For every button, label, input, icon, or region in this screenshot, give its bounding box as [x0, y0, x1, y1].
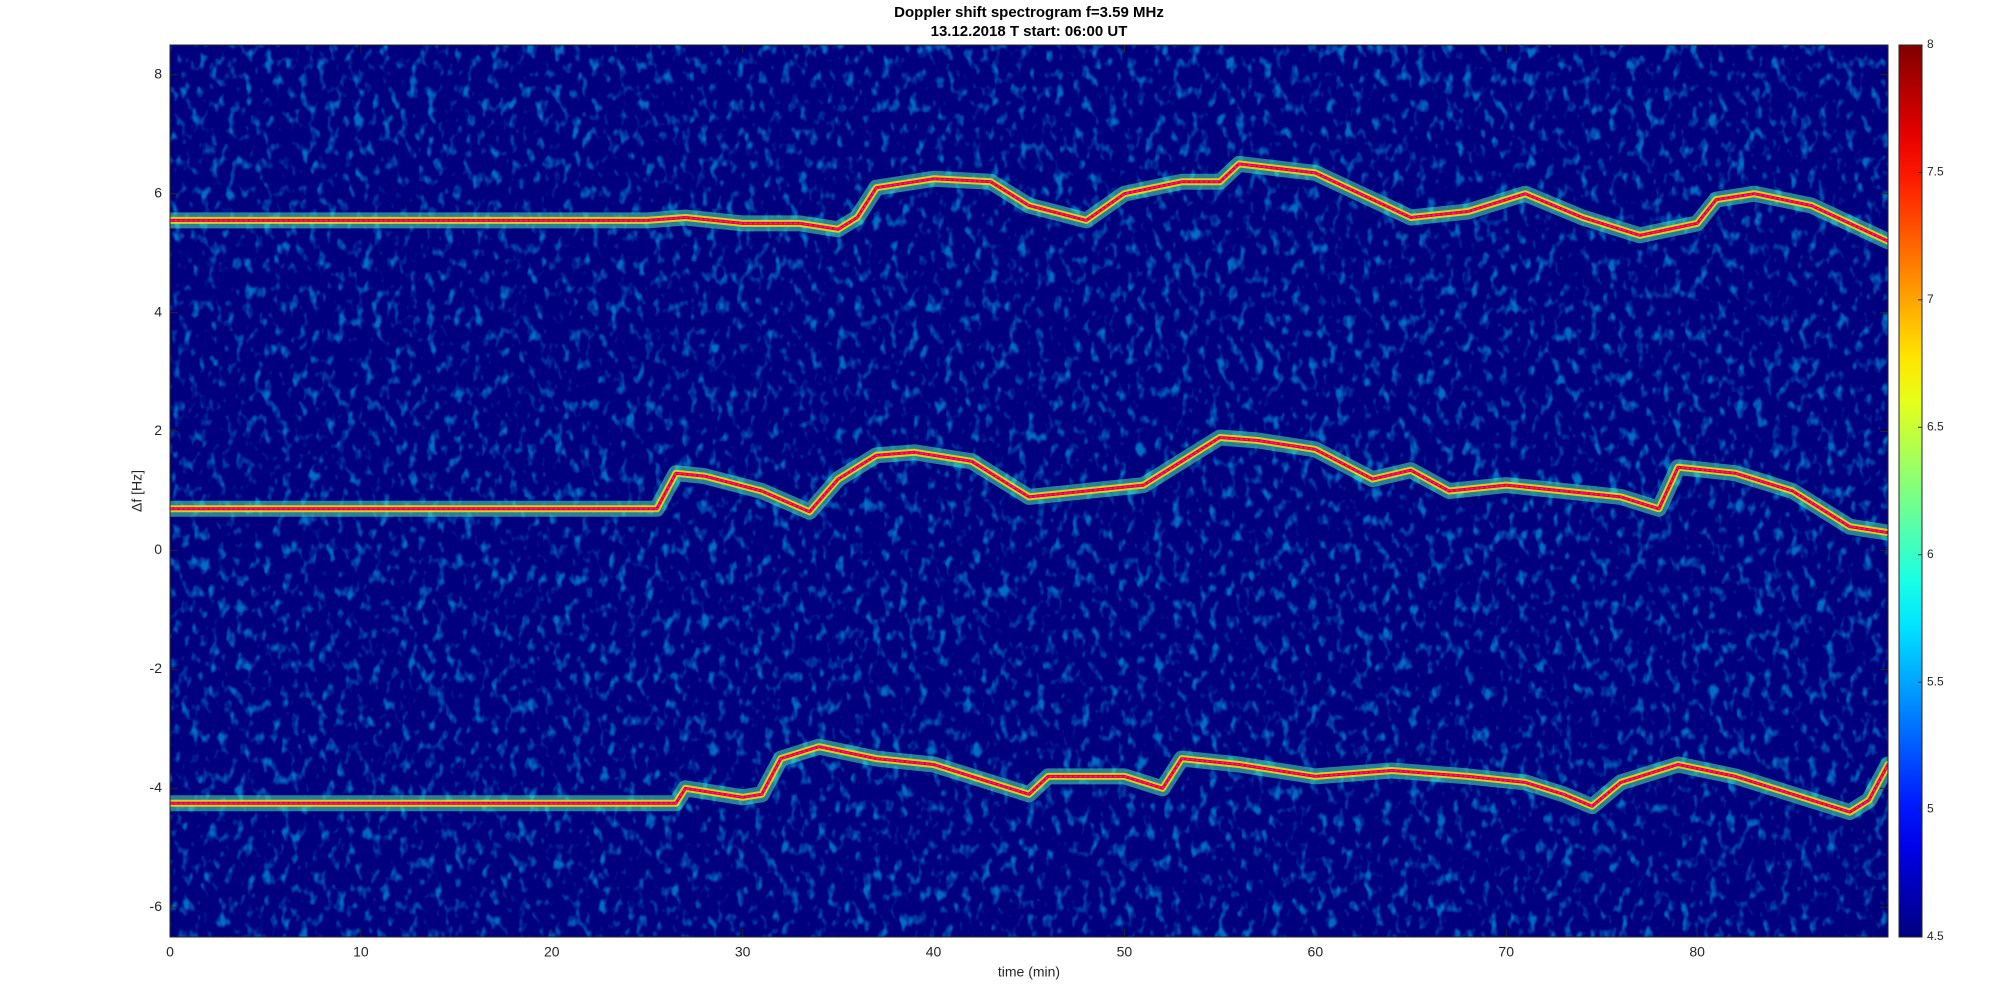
chart-subtitle: 13.12.2018 T start: 06:00 UT [931, 23, 1128, 40]
x-tick-label: 70 [1498, 944, 1514, 960]
trace-line [170, 436, 1888, 534]
colorbar-tick-label: 4.5 [1927, 929, 1944, 943]
colorbar-tick-label: 6.5 [1927, 419, 1944, 433]
colorbar-tick-label: 5 [1927, 802, 1934, 816]
chart-title: Doppler shift spectrogram f=3.59 MHz [894, 4, 1164, 21]
y-tick-label: 6 [154, 184, 162, 200]
y-tick-label: 2 [154, 422, 162, 438]
colorbar-tick-label: 6 [1927, 547, 1934, 561]
y-tick-label: -2 [150, 660, 163, 676]
colorbar-tick-label: 5.5 [1927, 674, 1944, 688]
x-tick-label: 80 [1689, 944, 1705, 960]
colorbar-tick-label: 7 [1927, 292, 1934, 306]
y-axis-label: Δf [Hz] [129, 470, 145, 512]
x-tick-label: 30 [735, 944, 751, 960]
colorbar-tick-label: 7.5 [1927, 165, 1944, 179]
x-tick-label: 60 [1308, 944, 1324, 960]
x-tick-label: 50 [1117, 944, 1133, 960]
trace-line [170, 163, 1888, 242]
y-tick-label: 8 [154, 65, 162, 81]
y-tick-label: -4 [150, 779, 163, 795]
x-axis-label: time (min) [998, 964, 1060, 980]
traces [170, 155, 1888, 821]
colorbar [1898, 44, 1923, 938]
y-tick-label: -6 [150, 898, 163, 914]
x-tick-label: 20 [544, 944, 560, 960]
y-tick-label: 0 [154, 541, 162, 557]
x-tick-label: 0 [166, 944, 174, 960]
trace-line [170, 745, 1888, 813]
colorbar-tick-label: 8 [1927, 37, 1934, 51]
plot-frame [169, 44, 1889, 938]
y-tick-label: 4 [154, 303, 162, 319]
x-tick-label: 40 [926, 944, 942, 960]
x-tick-label: 10 [353, 944, 369, 960]
